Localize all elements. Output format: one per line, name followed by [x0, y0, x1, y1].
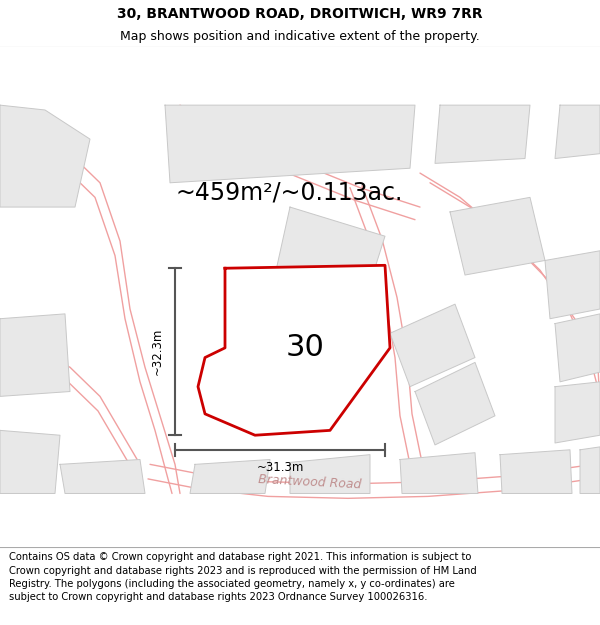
Polygon shape: [60, 459, 145, 494]
Polygon shape: [0, 431, 60, 494]
Polygon shape: [198, 266, 390, 435]
Polygon shape: [545, 251, 600, 319]
Polygon shape: [450, 198, 545, 275]
Polygon shape: [275, 207, 385, 299]
Polygon shape: [435, 105, 530, 163]
Polygon shape: [0, 105, 90, 207]
Polygon shape: [555, 382, 600, 443]
Text: Contains OS data © Crown copyright and database right 2021. This information is : Contains OS data © Crown copyright and d…: [9, 552, 477, 602]
Polygon shape: [290, 454, 370, 494]
Text: Map shows position and indicative extent of the property.: Map shows position and indicative extent…: [120, 30, 480, 43]
Polygon shape: [500, 450, 572, 494]
Polygon shape: [165, 105, 415, 182]
Polygon shape: [400, 452, 478, 494]
Polygon shape: [0, 314, 70, 396]
Polygon shape: [555, 105, 600, 159]
Polygon shape: [190, 459, 270, 494]
Text: 30: 30: [286, 333, 325, 362]
Text: Brantwood Road: Brantwood Road: [258, 472, 362, 491]
Text: ~32.3m: ~32.3m: [151, 328, 163, 376]
Polygon shape: [580, 447, 600, 494]
Text: ~31.3m: ~31.3m: [256, 461, 304, 474]
Text: ~459m²/~0.113ac.: ~459m²/~0.113ac.: [175, 181, 403, 204]
Text: 30, BRANTWOOD ROAD, DROITWICH, WR9 7RR: 30, BRANTWOOD ROAD, DROITWICH, WR9 7RR: [117, 7, 483, 21]
Polygon shape: [415, 362, 495, 445]
Polygon shape: [390, 304, 475, 387]
Polygon shape: [555, 314, 600, 382]
